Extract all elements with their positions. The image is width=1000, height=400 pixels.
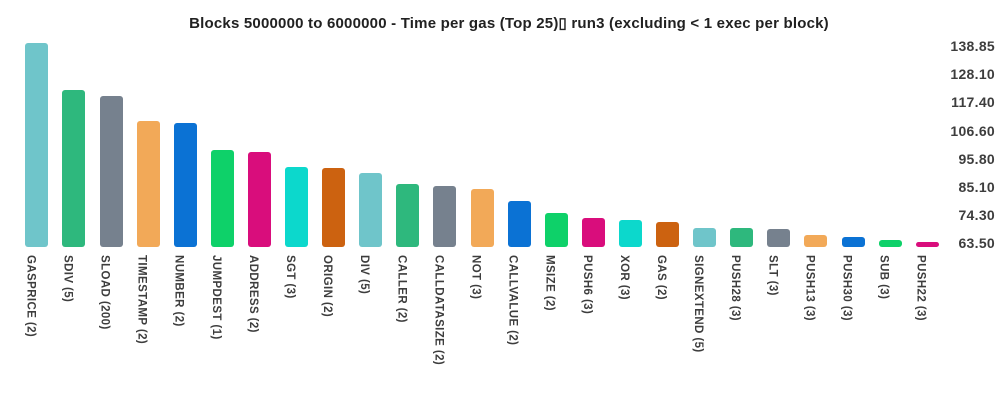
x-axis-label: CALLER (2) bbox=[395, 255, 408, 323]
x-axis-label: MSIZE (2) bbox=[543, 255, 556, 311]
y-tick-label: 128.10 bbox=[950, 66, 995, 83]
bar-push30[interactable] bbox=[841, 237, 865, 248]
bar-origin[interactable] bbox=[322, 167, 346, 248]
bar-sdiv[interactable] bbox=[62, 90, 86, 248]
bar-sub[interactable] bbox=[878, 239, 902, 248]
x-axis-label: SUB (3) bbox=[877, 255, 890, 300]
x-axis-label: SDIV (5) bbox=[61, 255, 74, 303]
x-axis-label: SIGNEXTEND (5) bbox=[692, 255, 705, 353]
bar-push28[interactable] bbox=[730, 228, 754, 248]
x-axis-label: PUSH30 (3) bbox=[840, 255, 853, 321]
bar-calldatasize[interactable] bbox=[433, 186, 457, 248]
x-axis-label: PUSH13 (3) bbox=[803, 255, 816, 321]
bar-push13[interactable] bbox=[804, 234, 828, 248]
bar-callvalue[interactable] bbox=[507, 200, 531, 248]
chart-title: Blocks 5000000 to 6000000 - Time per gas… bbox=[189, 15, 829, 32]
bar-msize[interactable] bbox=[544, 213, 568, 248]
bar-sload[interactable] bbox=[99, 95, 123, 248]
bar-push6[interactable] bbox=[581, 217, 605, 248]
bar-gasprice[interactable] bbox=[25, 43, 49, 248]
x-axis-label: SGT (3) bbox=[284, 255, 296, 299]
x-axis-label: JUMPDEST (1) bbox=[209, 255, 222, 340]
bar-div[interactable] bbox=[359, 172, 383, 248]
bar-sgt[interactable] bbox=[285, 166, 308, 248]
x-axis-label: CALLDATASIZE (2) bbox=[432, 255, 445, 366]
x-axis-label: PUSH28 (3) bbox=[729, 255, 742, 321]
bar-number[interactable] bbox=[173, 123, 197, 248]
y-tick-label: 117.40 bbox=[951, 94, 995, 111]
y-tick-label: 95.80 bbox=[958, 150, 995, 167]
x-axis-label: PUSH22 (3) bbox=[914, 255, 927, 321]
x-axis-label: NOT (3) bbox=[469, 255, 482, 300]
bar-signextend[interactable] bbox=[693, 227, 717, 248]
bar-timestamp[interactable] bbox=[136, 120, 160, 248]
y-tick-label: 85.10 bbox=[958, 178, 995, 195]
x-axis-label: XOR (3) bbox=[617, 255, 630, 300]
x-axis-label: GASPRICE (2) bbox=[24, 255, 37, 338]
x-axis-label: ORIGIN (2) bbox=[321, 255, 334, 318]
x-axis-label: SLT (3) bbox=[766, 255, 779, 296]
x-axis-label: SLOAD (200) bbox=[98, 255, 111, 330]
bar-slt[interactable] bbox=[767, 228, 791, 248]
bar-caller[interactable] bbox=[396, 184, 420, 248]
x-axis-label: NUMBER (2) bbox=[172, 255, 185, 327]
bar-not[interactable] bbox=[470, 188, 494, 248]
x-axis-label: CALLVALUE (2) bbox=[506, 255, 519, 346]
x-axis-label: GAS (2) bbox=[655, 255, 667, 300]
x-axis-label: ADDRESS (2) bbox=[246, 255, 259, 333]
y-tick-label: 74.30 bbox=[958, 207, 995, 224]
x-axis-label: PUSH6 (3) bbox=[580, 255, 593, 315]
bar-address[interactable] bbox=[247, 152, 271, 248]
y-tick-label: 63.50 bbox=[958, 235, 995, 252]
y-tick-label: 138.85 bbox=[950, 38, 995, 54]
bar-xor[interactable] bbox=[618, 220, 642, 248]
x-axis-label: DIV (5) bbox=[358, 255, 371, 295]
bar-push22[interactable] bbox=[915, 241, 939, 248]
x-axis-label: TIMESTAMP (2) bbox=[135, 255, 148, 345]
bar-jumpdest[interactable] bbox=[210, 149, 234, 248]
bar-gas[interactable] bbox=[656, 222, 679, 248]
y-tick-label: 106.60 bbox=[950, 122, 995, 139]
